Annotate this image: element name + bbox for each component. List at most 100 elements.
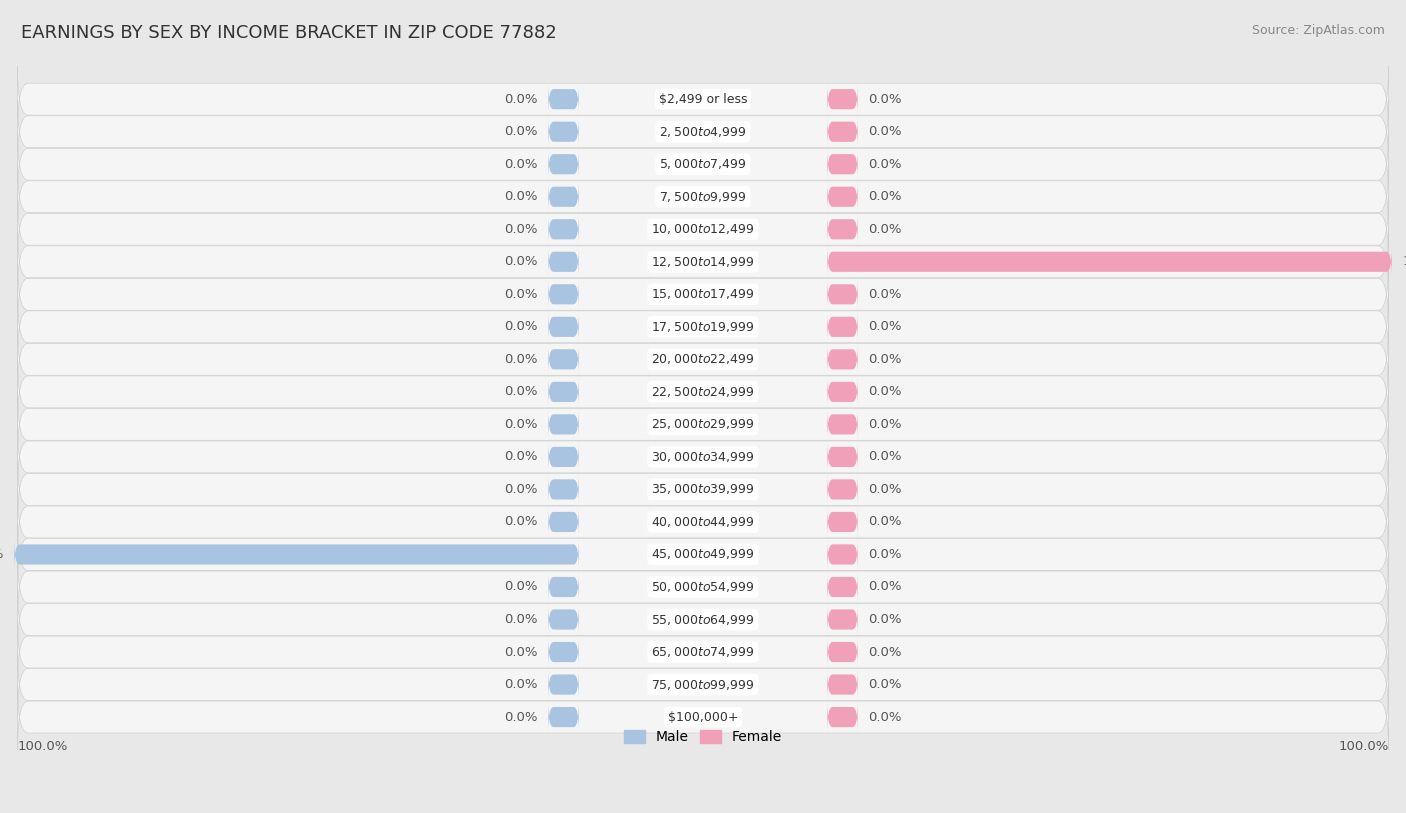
FancyBboxPatch shape <box>548 408 579 441</box>
FancyBboxPatch shape <box>14 538 579 571</box>
FancyBboxPatch shape <box>17 294 1389 359</box>
FancyBboxPatch shape <box>548 473 579 506</box>
Text: 100.0%: 100.0% <box>1402 255 1406 268</box>
FancyBboxPatch shape <box>548 603 579 636</box>
Text: 0.0%: 0.0% <box>869 678 901 691</box>
FancyBboxPatch shape <box>548 506 579 538</box>
Text: $2,500 to $4,999: $2,500 to $4,999 <box>659 124 747 139</box>
FancyBboxPatch shape <box>17 587 1389 652</box>
FancyBboxPatch shape <box>17 457 1389 522</box>
FancyBboxPatch shape <box>17 620 1389 685</box>
FancyBboxPatch shape <box>17 132 1389 197</box>
FancyBboxPatch shape <box>548 278 579 311</box>
FancyBboxPatch shape <box>17 359 1389 424</box>
Text: 0.0%: 0.0% <box>505 678 537 691</box>
Text: 0.0%: 0.0% <box>505 255 537 268</box>
FancyBboxPatch shape <box>827 213 858 246</box>
FancyBboxPatch shape <box>17 685 1389 750</box>
Text: 0.0%: 0.0% <box>505 450 537 463</box>
Text: Source: ZipAtlas.com: Source: ZipAtlas.com <box>1251 24 1385 37</box>
FancyBboxPatch shape <box>548 246 579 278</box>
Text: $5,000 to $7,499: $5,000 to $7,499 <box>659 157 747 172</box>
Text: 100.0%: 100.0% <box>17 740 67 753</box>
Text: 0.0%: 0.0% <box>869 711 901 724</box>
FancyBboxPatch shape <box>827 701 858 733</box>
Text: 0.0%: 0.0% <box>505 320 537 333</box>
Text: 0.0%: 0.0% <box>505 288 537 301</box>
FancyBboxPatch shape <box>17 327 1389 392</box>
FancyBboxPatch shape <box>827 278 858 311</box>
Text: 0.0%: 0.0% <box>505 580 537 593</box>
Text: 0.0%: 0.0% <box>869 515 901 528</box>
Text: 0.0%: 0.0% <box>505 385 537 398</box>
FancyBboxPatch shape <box>827 83 858 115</box>
FancyBboxPatch shape <box>827 603 858 636</box>
Text: $10,000 to $12,499: $10,000 to $12,499 <box>651 222 755 237</box>
FancyBboxPatch shape <box>827 311 858 343</box>
FancyBboxPatch shape <box>548 668 579 701</box>
FancyBboxPatch shape <box>17 99 1389 164</box>
Text: 0.0%: 0.0% <box>869 190 901 203</box>
Text: $50,000 to $54,999: $50,000 to $54,999 <box>651 580 755 594</box>
FancyBboxPatch shape <box>827 148 858 180</box>
Text: 0.0%: 0.0% <box>505 646 537 659</box>
Text: EARNINGS BY SEX BY INCOME BRACKET IN ZIP CODE 77882: EARNINGS BY SEX BY INCOME BRACKET IN ZIP… <box>21 24 557 42</box>
FancyBboxPatch shape <box>17 424 1389 489</box>
FancyBboxPatch shape <box>548 441 579 473</box>
Text: $2,499 or less: $2,499 or less <box>659 93 747 106</box>
Text: 0.0%: 0.0% <box>869 223 901 236</box>
FancyBboxPatch shape <box>17 229 1389 294</box>
Text: 0.0%: 0.0% <box>505 353 537 366</box>
Text: 0.0%: 0.0% <box>869 580 901 593</box>
Text: 0.0%: 0.0% <box>869 548 901 561</box>
Text: $45,000 to $49,999: $45,000 to $49,999 <box>651 547 755 562</box>
Text: $35,000 to $39,999: $35,000 to $39,999 <box>651 482 755 497</box>
Text: $25,000 to $29,999: $25,000 to $29,999 <box>651 417 755 432</box>
Text: 0.0%: 0.0% <box>869 158 901 171</box>
FancyBboxPatch shape <box>17 489 1389 554</box>
Text: $17,500 to $19,999: $17,500 to $19,999 <box>651 320 755 334</box>
Text: $75,000 to $99,999: $75,000 to $99,999 <box>651 677 755 692</box>
Text: $100,000+: $100,000+ <box>668 711 738 724</box>
Text: 0.0%: 0.0% <box>869 613 901 626</box>
Text: 0.0%: 0.0% <box>869 288 901 301</box>
FancyBboxPatch shape <box>17 67 1389 132</box>
Text: 0.0%: 0.0% <box>505 483 537 496</box>
Text: 0.0%: 0.0% <box>869 450 901 463</box>
FancyBboxPatch shape <box>548 636 579 668</box>
Text: 0.0%: 0.0% <box>869 418 901 431</box>
FancyBboxPatch shape <box>548 148 579 180</box>
Text: $15,000 to $17,499: $15,000 to $17,499 <box>651 287 755 302</box>
Text: 0.0%: 0.0% <box>505 93 537 106</box>
FancyBboxPatch shape <box>827 506 858 538</box>
Text: 0.0%: 0.0% <box>869 353 901 366</box>
FancyBboxPatch shape <box>548 83 579 115</box>
FancyBboxPatch shape <box>827 180 858 213</box>
Text: 0.0%: 0.0% <box>869 646 901 659</box>
FancyBboxPatch shape <box>17 554 1389 620</box>
FancyBboxPatch shape <box>827 115 858 148</box>
FancyBboxPatch shape <box>17 522 1389 587</box>
Text: $40,000 to $44,999: $40,000 to $44,999 <box>651 515 755 529</box>
Text: 0.0%: 0.0% <box>869 385 901 398</box>
FancyBboxPatch shape <box>827 668 858 701</box>
FancyBboxPatch shape <box>548 115 579 148</box>
FancyBboxPatch shape <box>548 311 579 343</box>
Text: $20,000 to $22,499: $20,000 to $22,499 <box>651 352 755 367</box>
Text: 0.0%: 0.0% <box>505 158 537 171</box>
FancyBboxPatch shape <box>548 180 579 213</box>
Text: 0.0%: 0.0% <box>505 125 537 138</box>
FancyBboxPatch shape <box>17 164 1389 229</box>
Text: 0.0%: 0.0% <box>869 93 901 106</box>
FancyBboxPatch shape <box>827 441 858 473</box>
FancyBboxPatch shape <box>548 701 579 733</box>
FancyBboxPatch shape <box>827 473 858 506</box>
FancyBboxPatch shape <box>827 571 858 603</box>
Text: $55,000 to $64,999: $55,000 to $64,999 <box>651 612 755 627</box>
FancyBboxPatch shape <box>827 246 1392 278</box>
Text: $65,000 to $74,999: $65,000 to $74,999 <box>651 645 755 659</box>
Text: $30,000 to $34,999: $30,000 to $34,999 <box>651 450 755 464</box>
Text: 0.0%: 0.0% <box>505 190 537 203</box>
FancyBboxPatch shape <box>548 213 579 246</box>
FancyBboxPatch shape <box>17 197 1389 262</box>
